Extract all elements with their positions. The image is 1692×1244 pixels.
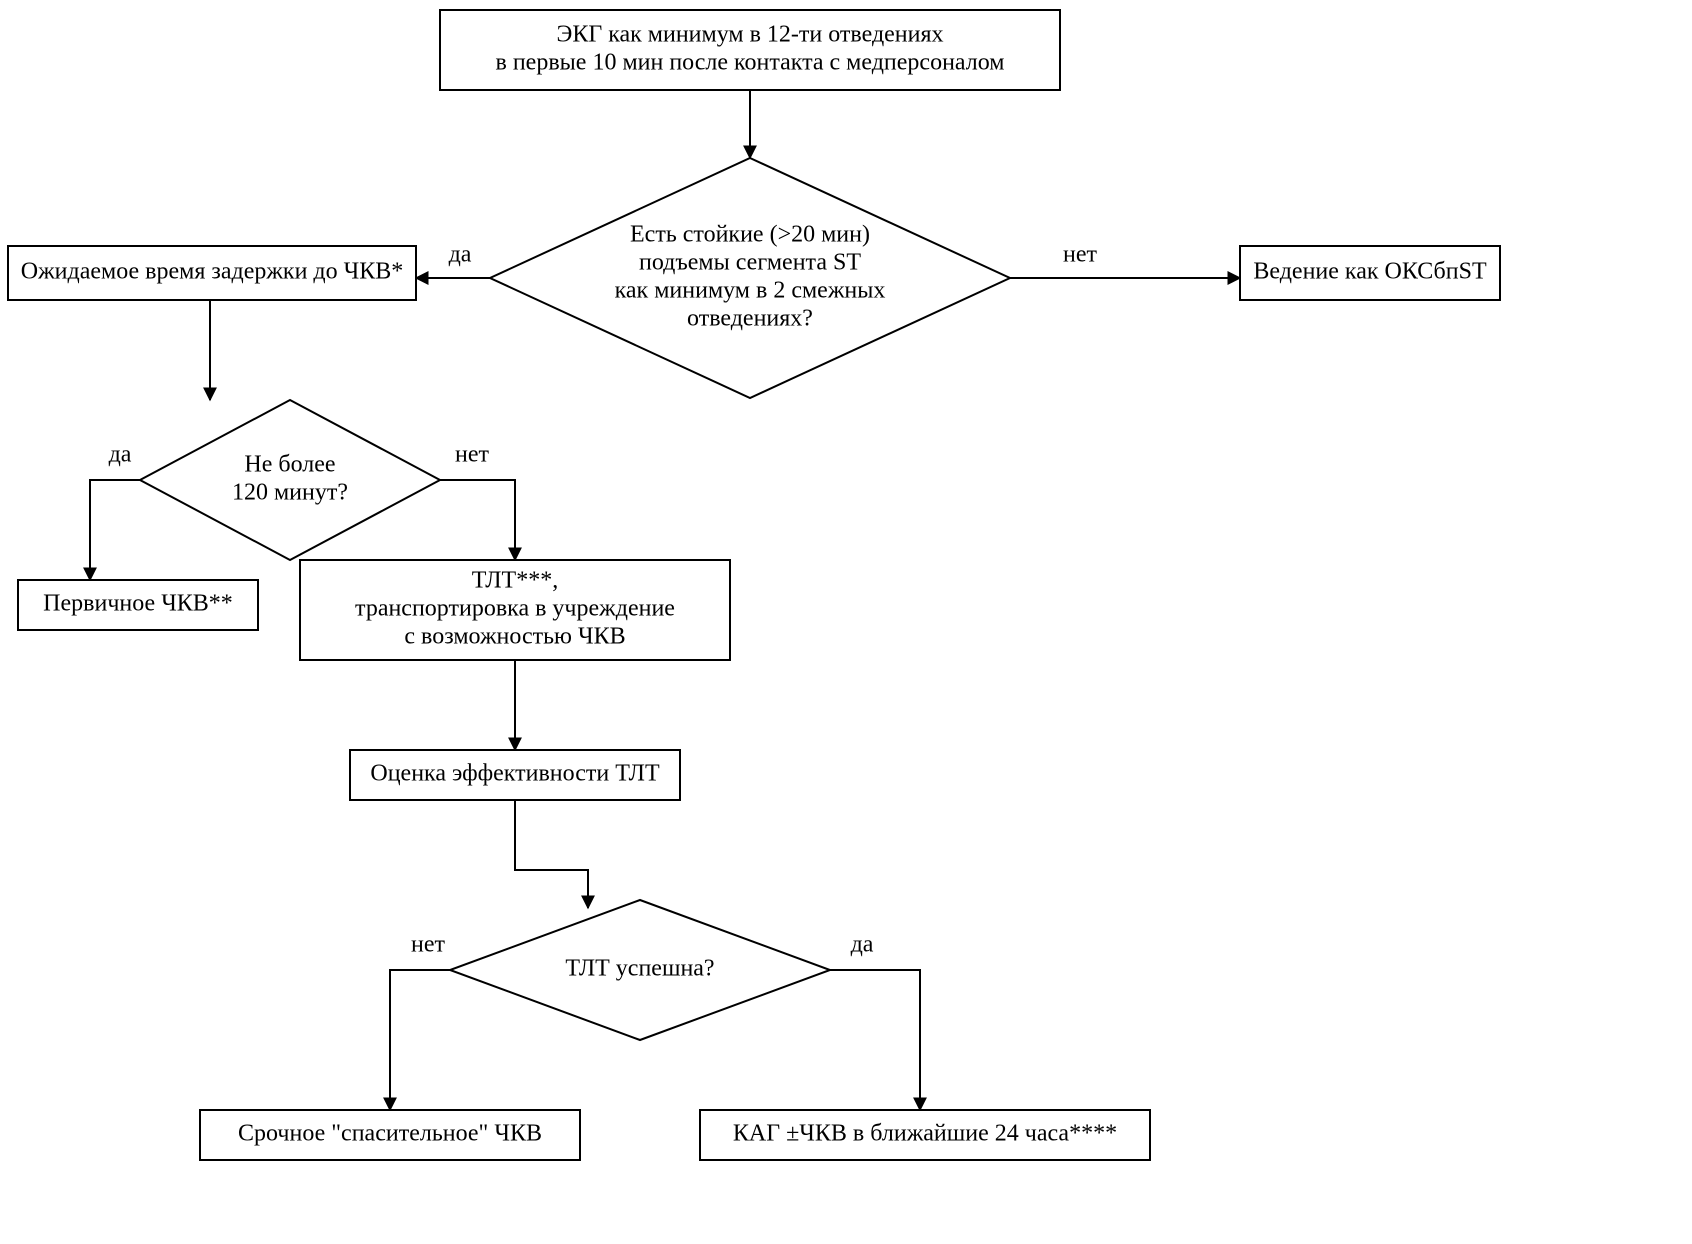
n_tlt-line-1: транспортировка в учреждение [355, 596, 675, 622]
n_tlt-line-0: ТЛТ***, [472, 568, 558, 594]
n_success: ТЛТ успешна? [450, 900, 830, 1040]
edge-9 [830, 970, 920, 1110]
n_primary-line-0: Первичное ЧКВ** [43, 591, 233, 617]
n_oks: Ведение как ОКСбпST [1240, 246, 1500, 300]
nodes: ЭКГ как минимум в 12-ти отведенияхв перв… [8, 10, 1500, 1160]
n_120: Не более120 минут? [140, 400, 440, 560]
n_ecg-line-0: ЭКГ как минимум в 12-ти отведениях [556, 22, 943, 48]
n_eval-line-0: Оценка эффективности ТЛТ [370, 761, 660, 787]
n_tlt-line-2: с возможностью ЧКВ [404, 624, 625, 650]
n_ecg-line-1: в первые 10 мин после контакта с медперс… [496, 50, 1005, 76]
flowchart-canvas: да нет да нет нет да ЭКГ как минимум в 12-ти о… [0, 0, 1692, 1244]
n_primary: Первичное ЧКВ** [18, 580, 258, 630]
n_tlt: ТЛТ***,транспортировка в учреждениес воз… [300, 560, 730, 660]
edge-label-4: да [109, 442, 132, 468]
edge-7 [515, 800, 588, 908]
edge-label-1: да [449, 242, 472, 268]
n_st-line-2: как минимум в 2 смежных [615, 278, 886, 304]
n_eval: Оценка эффективности ТЛТ [350, 750, 680, 800]
edge-label-2: нет [1063, 242, 1097, 268]
n_delay-line-0: Ожидаемое время задержки до ЧКВ* [21, 259, 404, 285]
edge-label-9: да [851, 932, 874, 958]
edge-8 [390, 970, 450, 1110]
n_rescue: Срочное "спасительное" ЧКВ [200, 1110, 580, 1160]
n_success-line-0: ТЛТ успешна? [565, 956, 714, 982]
n_120-line-1: 120 минут? [232, 480, 348, 506]
n_rescue-line-0: Срочное "спасительное" ЧКВ [238, 1121, 542, 1147]
edge-label-5: нет [455, 442, 489, 468]
n_delay: Ожидаемое время задержки до ЧКВ* [8, 246, 416, 300]
n_st-line-1: подъемы сегмента ST [639, 250, 861, 276]
n_kag-line-0: КАГ ±ЧКВ в ближайшие 24 часа**** [733, 1121, 1117, 1147]
edge-5 [440, 480, 515, 560]
n_120-line-0: Не более [244, 452, 335, 478]
n_st: Есть стойкие (>20 мин)подъемы сегмента S… [490, 158, 1010, 398]
n_st-line-3: отведениях? [687, 306, 813, 332]
n_st-line-0: Есть стойкие (>20 мин) [630, 222, 870, 248]
n_oks-line-0: Ведение как ОКСбпST [1253, 259, 1487, 285]
n_ecg: ЭКГ как минимум в 12-ти отведенияхв перв… [440, 10, 1060, 90]
edge-4 [90, 480, 140, 580]
n_kag: КАГ ±ЧКВ в ближайшие 24 часа**** [700, 1110, 1150, 1160]
edge-label-8: нет [411, 932, 445, 958]
